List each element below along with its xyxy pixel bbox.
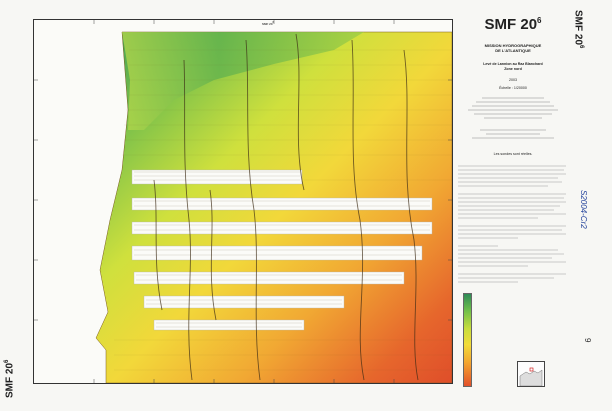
sheet-code-left: SMF 206 <box>4 359 16 398</box>
projection-fine-print <box>472 129 554 139</box>
bathymetric-map[interactable]: SMF 206 <box>33 19 453 384</box>
map-header: SMF 206 <box>262 21 274 26</box>
graticule-ticks <box>34 20 452 383</box>
survey-zone: Zone nord <box>504 67 522 71</box>
org-heading-2: DE L'ATLANTIQUE <box>495 48 531 53</box>
map-canvas <box>34 20 452 383</box>
explanatory-notes <box>458 165 566 283</box>
inset-locator-map-icon <box>517 361 545 387</box>
sheet-title: SMF 206 <box>484 16 542 33</box>
handwritten-reference: S2004-Cr2 <box>579 190 588 229</box>
survey-year: 2003 <box>509 78 517 82</box>
sheet-code-right: SMF 206 <box>572 10 584 49</box>
right-margin: SMF 206 S2004-Cr2 9 <box>572 0 612 411</box>
org-heading-1: MISSION HYDROGRAPHIQUE <box>484 43 542 48</box>
scale-label: Échelle : 1/20000 <box>499 86 527 90</box>
survey-title: Levé de Lannion au Raz Blanchard <box>483 62 543 66</box>
sounding-lines <box>134 171 430 328</box>
legend-color-ramp <box>463 293 472 387</box>
credits-fine-print <box>468 97 558 119</box>
page-number: 9 <box>583 338 592 343</box>
depth-color-legend <box>463 293 481 387</box>
seabed-ridges <box>153 33 419 381</box>
soundings-texture <box>114 49 452 371</box>
soundings-note: Les sondes sont réelles. <box>493 152 533 156</box>
title-block: SMF 206 MISSION HYDROGRAPHIQUE DE L'ATLA… <box>454 10 572 388</box>
shallow-green-zone <box>122 32 364 130</box>
